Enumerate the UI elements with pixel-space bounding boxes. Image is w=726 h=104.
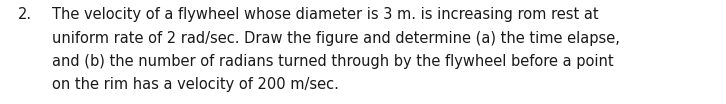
Text: The velocity of a flywheel whose diameter is 3 m. is increasing rom rest at: The velocity of a flywheel whose diamete… [52,7,599,22]
Text: 2.: 2. [18,7,32,22]
Text: on the rim has a velocity of 200 m/sec.: on the rim has a velocity of 200 m/sec. [52,77,339,92]
Text: and (b) the number of radians turned through by the flywheel before a point: and (b) the number of radians turned thr… [52,54,613,69]
Text: uniform rate of 2 rad/sec. Draw the figure and determine (a) the time elapse,: uniform rate of 2 rad/sec. Draw the figu… [52,30,620,46]
